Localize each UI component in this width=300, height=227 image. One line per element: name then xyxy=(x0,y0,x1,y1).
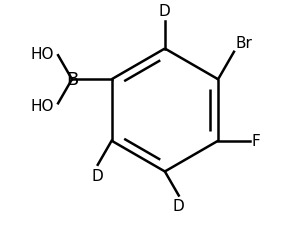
Text: HO: HO xyxy=(31,98,54,113)
Text: D: D xyxy=(92,168,103,183)
Text: D: D xyxy=(159,4,171,19)
Text: Br: Br xyxy=(236,36,253,51)
Text: D: D xyxy=(173,199,184,214)
Text: F: F xyxy=(252,134,261,149)
Text: HO: HO xyxy=(31,47,54,62)
Text: B: B xyxy=(66,71,78,89)
